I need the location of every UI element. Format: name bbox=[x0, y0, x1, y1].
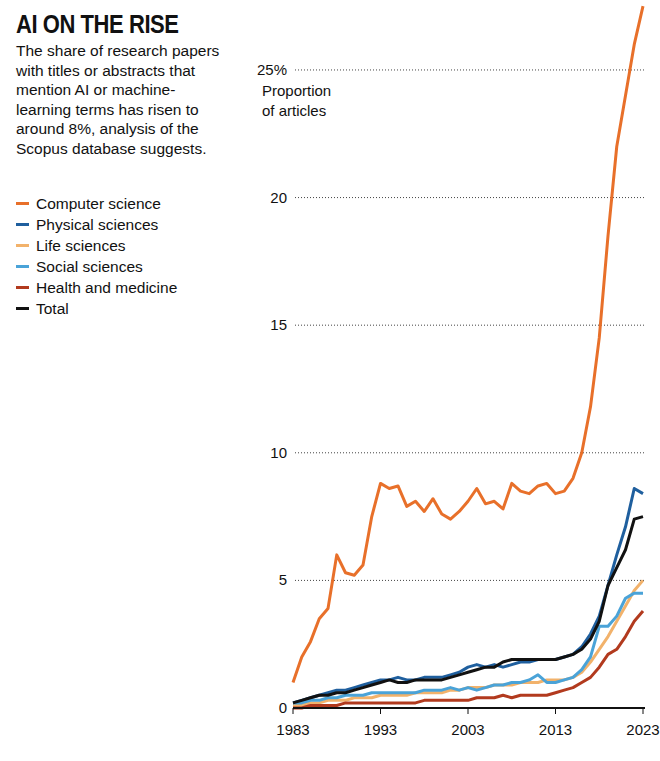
y-axis-label-line: Proportion bbox=[262, 82, 331, 99]
legend-swatch bbox=[16, 202, 29, 205]
y-tick-label: 0 bbox=[279, 699, 287, 716]
legend-item: Total bbox=[16, 298, 177, 319]
y-tick-label: 10 bbox=[270, 444, 287, 461]
y-axis-label-line: of articles bbox=[262, 102, 326, 119]
x-tick bbox=[468, 708, 469, 714]
legend-label: Physical sciences bbox=[36, 216, 158, 233]
title: AI ON THE RISE bbox=[16, 10, 179, 39]
grid-line bbox=[295, 452, 645, 453]
legend-item: Social sciences bbox=[16, 256, 177, 277]
y-axis-label: Proportion of articles bbox=[262, 82, 331, 119]
y-tick-label: 15 bbox=[270, 316, 287, 333]
legend-item: Health and medicine bbox=[16, 277, 177, 298]
legend-label: Social sciences bbox=[36, 258, 143, 275]
legend-item: Physical sciences bbox=[16, 214, 177, 235]
y-tick-label: 25% bbox=[257, 61, 287, 78]
grid-line bbox=[295, 69, 645, 70]
legend-label: Life sciences bbox=[36, 237, 126, 254]
series-line bbox=[293, 489, 643, 703]
legend-swatch bbox=[16, 286, 29, 289]
legend-swatch bbox=[16, 223, 29, 226]
legend: Computer science Physical sciences Life sc… bbox=[16, 193, 177, 319]
x-axis-line bbox=[293, 707, 645, 709]
x-tick bbox=[293, 708, 294, 714]
legend-label: Health and medicine bbox=[36, 279, 177, 296]
x-tick-label: 2013 bbox=[539, 721, 572, 738]
subtitle: The share of research papers with titles… bbox=[16, 41, 228, 158]
grid-line bbox=[295, 580, 645, 581]
series-line bbox=[293, 580, 643, 705]
legend-label: Computer science bbox=[36, 195, 161, 212]
x-tick-label: 1993 bbox=[364, 721, 397, 738]
x-tick-label: 2003 bbox=[451, 721, 484, 738]
grid-line bbox=[295, 325, 645, 326]
x-tick bbox=[555, 708, 556, 714]
legend-swatch bbox=[16, 244, 29, 247]
x-tick bbox=[643, 708, 644, 714]
legend-label: Total bbox=[36, 300, 69, 317]
legend-swatch bbox=[16, 265, 29, 268]
y-tick-label: 5 bbox=[279, 571, 287, 588]
legend-item: Computer science bbox=[16, 193, 177, 214]
legend-swatch bbox=[16, 307, 29, 310]
x-tick-label: 1983 bbox=[276, 721, 309, 738]
series-line bbox=[293, 6, 643, 682]
y-tick-label: 20 bbox=[270, 189, 287, 206]
grid-line bbox=[295, 197, 645, 198]
legend-item: Life sciences bbox=[16, 235, 177, 256]
series-line bbox=[293, 593, 643, 703]
series-line bbox=[293, 517, 643, 703]
x-tick-label: 2023 bbox=[626, 721, 659, 738]
chart: 0 5 10 15 20 25% Proportion of articles 1983 1993… bbox=[0, 0, 660, 761]
x-tick bbox=[380, 708, 381, 714]
lines bbox=[293, 6, 643, 708]
